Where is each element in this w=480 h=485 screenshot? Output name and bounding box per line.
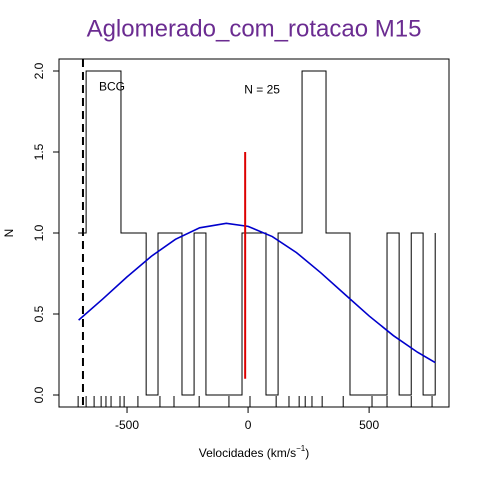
y-tick-label: 2.0 [32,62,46,79]
y-axis-label: N [2,229,16,238]
y-tick-label: 1.0 [32,224,46,241]
y-tick-label: 1.5 [32,143,46,160]
histogram-step [78,70,436,396]
y-tick-label: 0.5 [32,305,46,322]
gaussian-curve [78,222,436,364]
x-axis-label: Velocidades (km/s−1) [199,444,310,460]
x-tick-label: 500 [359,418,379,432]
x-tick-label: -500 [115,418,139,432]
x-label-main: Velocidades (km/s [199,446,296,460]
x-label-sup: −1 [296,444,306,453]
annotation: N = 25 [244,83,280,97]
annotation: BCG [99,79,125,93]
x-tick-label: 0 [245,418,252,432]
y-tick-label: 0.0 [32,386,46,403]
chart-title: Aglomerado_com_rotacao M15 [87,15,422,42]
x-label-end: ) [305,446,309,460]
